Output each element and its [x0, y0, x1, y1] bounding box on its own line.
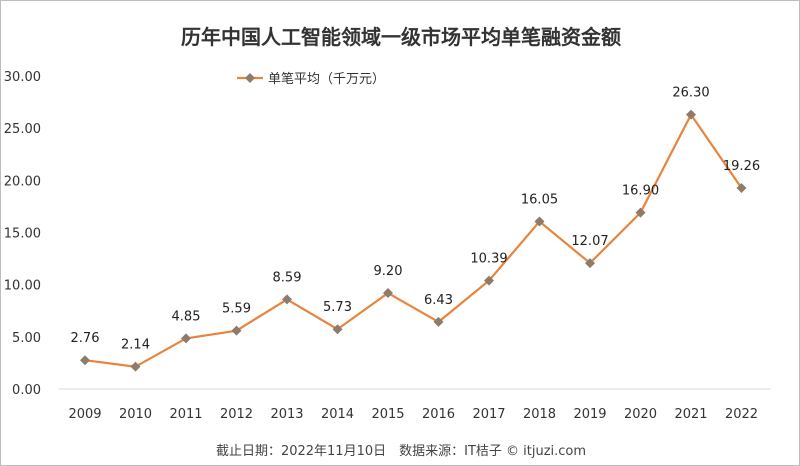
- data-point-marker: [635, 207, 646, 218]
- y-tick-label: 25.00: [4, 122, 41, 137]
- legend-marker: [245, 73, 255, 83]
- x-tick-label: 2013: [270, 407, 303, 422]
- data-point-marker: [282, 294, 292, 305]
- data-point-marker: [181, 333, 191, 344]
- legend-label: 单笔平均（千万元）: [268, 71, 385, 87]
- x-tick-label: 2009: [68, 407, 101, 422]
- data-point-marker: [585, 258, 595, 269]
- x-tick-label: 2015: [371, 407, 404, 422]
- data-point-marker: [80, 355, 90, 366]
- data-label: 9.20: [374, 264, 403, 279]
- x-tick-label: 2016: [422, 407, 455, 422]
- y-tick-label: 0.00: [12, 383, 41, 398]
- chart-title: 历年中国人工智能领域一级市场平均单笔融资金额: [181, 25, 621, 49]
- data-label: 4.85: [172, 309, 201, 324]
- source-footer: 截止日期：2022年11月10日 数据来源：IT桔子 © itjuzi.com: [215, 444, 587, 459]
- x-tick-label: 2017: [472, 407, 505, 422]
- data-point-marker: [433, 316, 444, 327]
- data-point-marker: [736, 183, 747, 194]
- data-point-marker: [534, 216, 545, 227]
- data-label: 8.59: [273, 270, 302, 285]
- data-label: 5.59: [222, 302, 251, 317]
- data-point-marker: [332, 324, 343, 335]
- y-tick-label: 20.00: [4, 174, 41, 189]
- data-point-marker: [686, 109, 696, 120]
- data-point-marker: [130, 361, 141, 372]
- data-label: 6.43: [424, 293, 453, 308]
- series-line: [84, 112, 743, 368]
- x-tick-label: 2010: [119, 407, 152, 422]
- x-tick-label: 2012: [220, 407, 253, 422]
- x-tick-label: 2011: [169, 407, 202, 422]
- data-label: 19.26: [723, 159, 760, 174]
- data-label: 2.14: [121, 338, 150, 353]
- data-label: 10.39: [470, 252, 507, 267]
- data-point-marker: [383, 288, 393, 299]
- data-point-marker: [231, 325, 242, 336]
- data-point-marker: [484, 275, 494, 286]
- x-tick-label: 2021: [674, 407, 707, 422]
- y-tick-label: 10.00: [4, 279, 41, 294]
- data-label: 12.07: [571, 234, 608, 249]
- data-label: 2.76: [71, 331, 100, 346]
- x-tick-label: 2014: [321, 407, 354, 422]
- data-label: 16.05: [521, 193, 558, 208]
- y-tick-label: 5.00: [12, 331, 41, 346]
- x-tick-label: 2020: [624, 407, 657, 422]
- x-tick-label: 2022: [725, 407, 758, 422]
- data-label: 16.90: [622, 184, 659, 199]
- data-label: 5.73: [323, 300, 352, 315]
- y-tick-label: 30.00: [4, 70, 41, 85]
- y-tick-label: 15.00: [4, 227, 41, 242]
- data-label: 26.30: [672, 86, 709, 101]
- x-tick-label: 2019: [573, 407, 606, 422]
- x-tick-label: 2018: [523, 407, 556, 422]
